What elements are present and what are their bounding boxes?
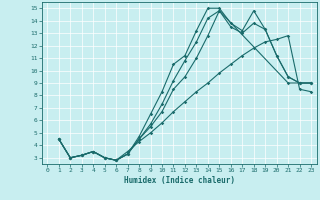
X-axis label: Humidex (Indice chaleur): Humidex (Indice chaleur) xyxy=(124,176,235,185)
